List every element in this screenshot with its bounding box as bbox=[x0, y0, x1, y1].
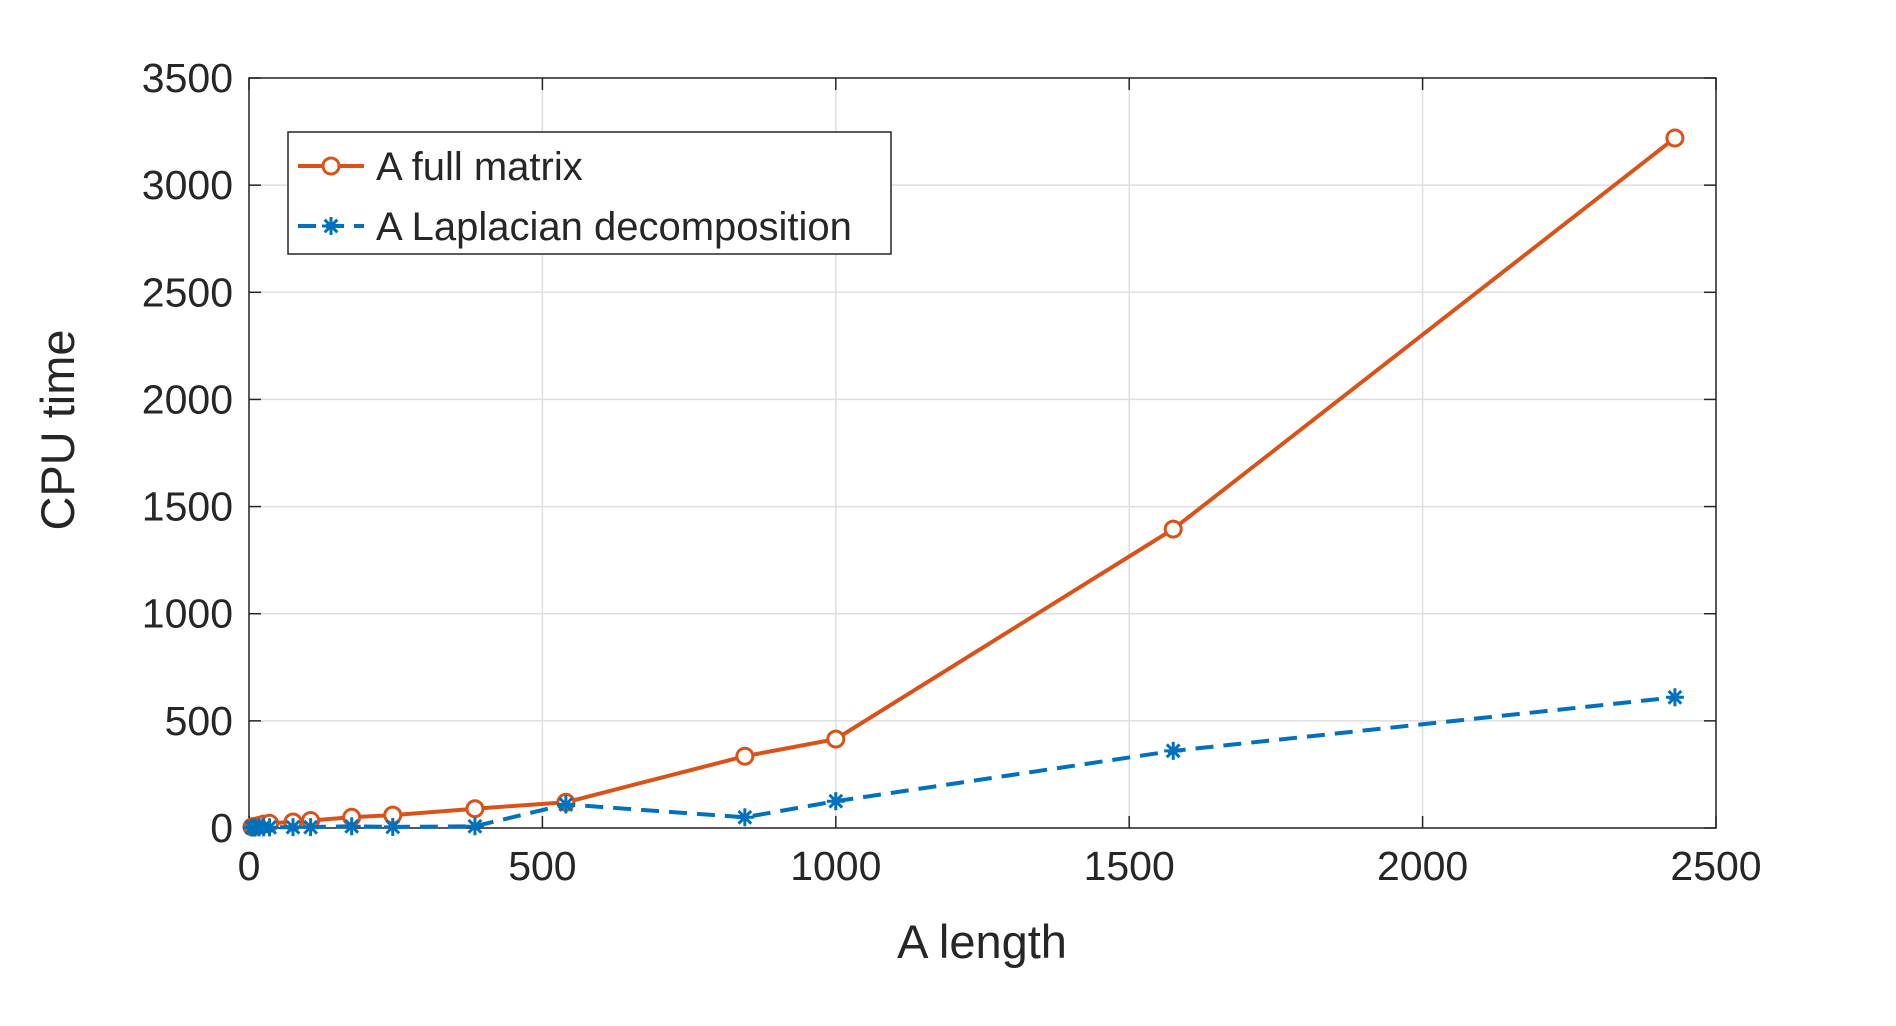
data-point bbox=[735, 746, 755, 766]
data-point bbox=[556, 795, 575, 814]
x-tick-label: 2500 bbox=[1670, 843, 1761, 889]
axes: 0 500 1000 1500 2000 2500 0 500 1000 1500 2000 2500… bbox=[142, 55, 1762, 889]
data-point bbox=[1164, 741, 1183, 760]
data-point bbox=[260, 818, 279, 837]
y-tick-label: 2500 bbox=[142, 269, 233, 315]
legend: A full matrix A Laplacian decomposition bbox=[287, 131, 892, 255]
data-point bbox=[826, 792, 845, 811]
y-tick-label: 1500 bbox=[142, 484, 233, 530]
data-point bbox=[301, 818, 320, 837]
data-point bbox=[735, 808, 754, 827]
legend-marker bbox=[322, 217, 340, 235]
x-axis-label: A length bbox=[897, 915, 1067, 968]
y-axis-label: CPU time bbox=[31, 329, 84, 530]
legend-entry: A full matrix bbox=[298, 145, 583, 189]
y-tick-label: 2000 bbox=[142, 376, 233, 422]
data-point bbox=[383, 817, 402, 836]
series-laplacian-decomposition bbox=[242, 688, 1684, 837]
legend-label: A full matrix bbox=[376, 145, 583, 189]
x-tick-label: 1000 bbox=[790, 843, 881, 889]
data-point bbox=[1665, 688, 1684, 707]
data-point bbox=[465, 799, 485, 819]
y-tick-label: 3500 bbox=[142, 55, 233, 101]
x-tick-label: 1500 bbox=[1084, 843, 1175, 889]
legend-entry: A Laplacian decomposition bbox=[298, 205, 852, 249]
data-point bbox=[284, 818, 303, 837]
x-tick-label: 500 bbox=[508, 843, 576, 889]
y-tick-label: 3000 bbox=[142, 162, 233, 208]
legend-marker bbox=[321, 156, 341, 176]
data-point bbox=[465, 817, 484, 836]
plot-area-border bbox=[248, 77, 1717, 829]
data-point bbox=[1163, 519, 1183, 539]
y-tick-label: 1000 bbox=[142, 591, 233, 637]
x-tick-label: 0 bbox=[238, 843, 261, 889]
data-point bbox=[342, 817, 361, 836]
data-series bbox=[242, 128, 1685, 837]
y-tick-label: 500 bbox=[165, 698, 233, 744]
data-point bbox=[1665, 128, 1685, 148]
data-point bbox=[826, 729, 846, 749]
y-tick-label: 0 bbox=[210, 805, 233, 851]
x-tick-label: 2000 bbox=[1377, 843, 1468, 889]
legend-label: A Laplacian decomposition bbox=[376, 205, 852, 249]
legend-box bbox=[287, 131, 892, 255]
